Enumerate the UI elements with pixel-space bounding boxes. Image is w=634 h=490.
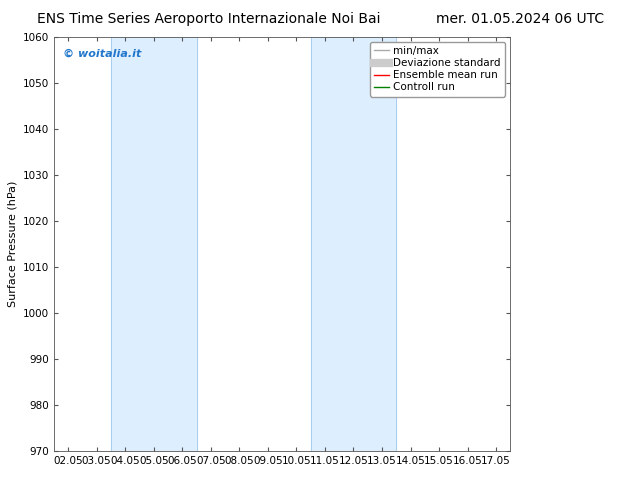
Text: ENS Time Series Aeroporto Internazionale Noi Bai: ENS Time Series Aeroporto Internazionale… [37,12,381,26]
Text: mer. 01.05.2024 06 UTC: mer. 01.05.2024 06 UTC [436,12,604,26]
Text: © woitalia.it: © woitalia.it [63,49,141,59]
Y-axis label: Surface Pressure (hPa): Surface Pressure (hPa) [7,181,17,307]
Legend: min/max, Deviazione standard, Ensemble mean run, Controll run: min/max, Deviazione standard, Ensemble m… [370,42,505,97]
Bar [311,37,396,451]
Bar [111,37,197,451]
